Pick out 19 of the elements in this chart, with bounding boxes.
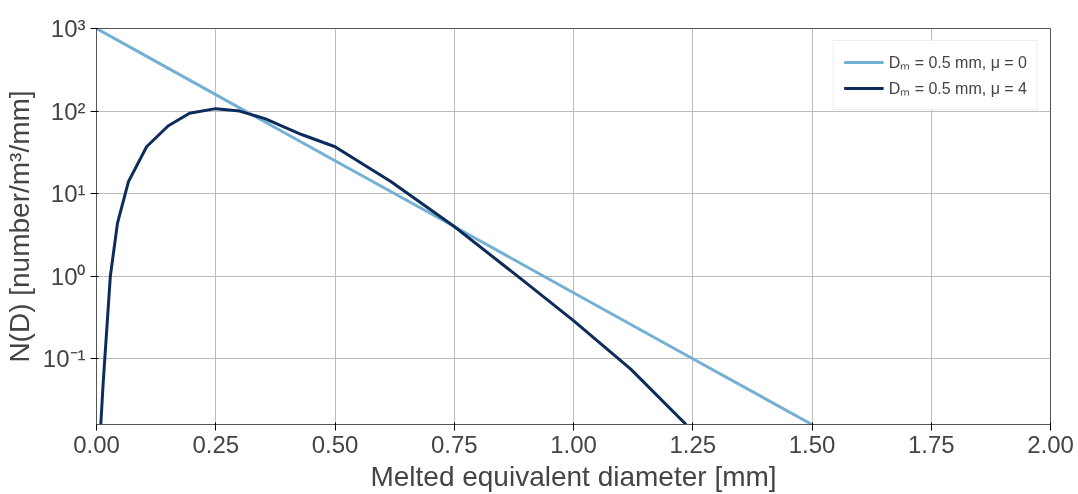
y-tick-label: 10²	[50, 97, 86, 125]
legend-label: Dₘ = 0.5 mm, μ = 4	[888, 79, 1027, 99]
legend-label: Dₘ = 0.5 mm, μ = 0	[888, 53, 1027, 73]
y-tick-label: 10⁻¹	[42, 345, 86, 373]
y-tick-label: 10⁰	[50, 262, 86, 290]
y-tick-label: 10¹	[50, 180, 86, 208]
x-tick-label: 1.50	[788, 430, 836, 458]
x-tick-label: 1.00	[550, 430, 597, 458]
x-tick-label: 0.25	[192, 430, 240, 458]
x-axis-title: Melted equivalent diameter [mm]	[370, 460, 777, 492]
x-tick-label: 1.25	[669, 430, 717, 458]
x-tick-label: 2.00	[1027, 430, 1074, 458]
x-tick-label: 0.50	[311, 430, 359, 458]
y-tick-label: 10³	[50, 15, 86, 42]
y-axis-title: N(D) [number/m³/mm]	[3, 90, 35, 363]
line-series	[99, 107, 688, 425]
x-tick-label: 1.75	[907, 430, 955, 458]
x-tick-label: 0.75	[430, 430, 478, 458]
x-tick-label: 0.00	[73, 430, 120, 458]
